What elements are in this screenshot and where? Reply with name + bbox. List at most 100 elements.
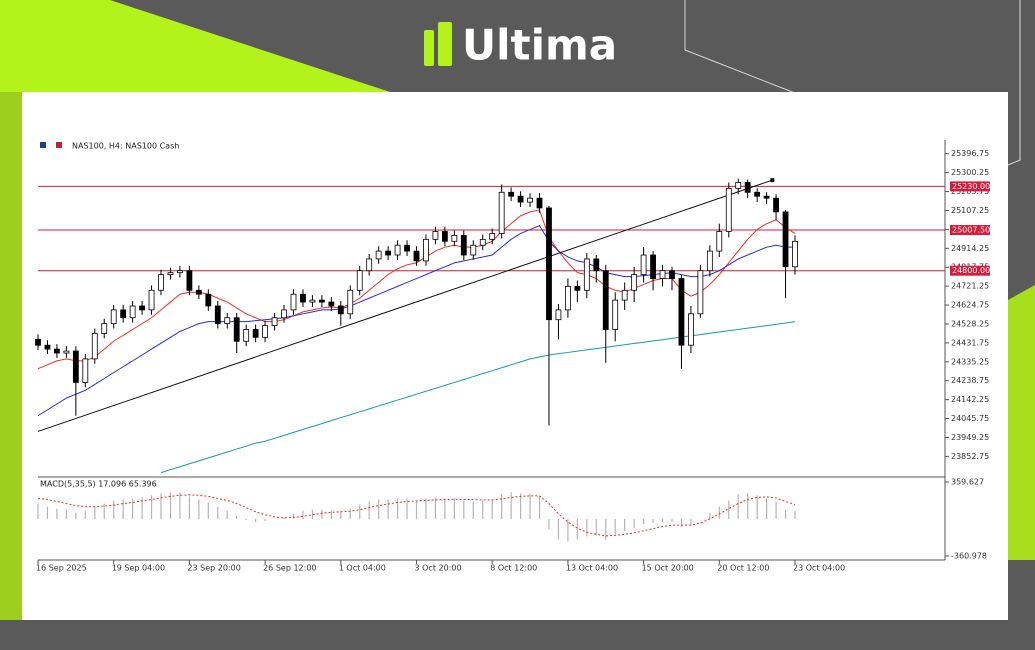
candle bbox=[72, 346, 79, 416]
candle bbox=[716, 223, 723, 257]
candle-body bbox=[91, 333, 98, 360]
macd-bar bbox=[510, 492, 512, 519]
candle bbox=[602, 264, 609, 363]
macd-bar bbox=[482, 500, 484, 519]
candle bbox=[167, 267, 174, 280]
candle-body bbox=[214, 305, 221, 325]
macd-bar bbox=[387, 499, 389, 519]
decor-line bbox=[1007, 0, 1021, 166]
candle bbox=[290, 289, 297, 315]
candle-body bbox=[177, 270, 183, 274]
macd-bar bbox=[349, 508, 351, 519]
candle bbox=[432, 226, 439, 245]
macd-bar bbox=[538, 496, 541, 519]
candle bbox=[451, 230, 458, 247]
candle bbox=[195, 285, 202, 300]
candle-body bbox=[347, 289, 354, 315]
macd-bar bbox=[472, 501, 474, 519]
candle-body bbox=[309, 299, 316, 303]
candle bbox=[792, 235, 798, 275]
candle-body bbox=[167, 272, 174, 276]
candle-body bbox=[375, 250, 382, 260]
macd-bar bbox=[141, 497, 143, 519]
macd-bar bbox=[519, 493, 522, 519]
candle-body bbox=[631, 274, 638, 291]
accent-shape bbox=[0, 0, 390, 92]
candle bbox=[366, 254, 373, 276]
x-tick-label: 8 Oct 12:00 bbox=[490, 564, 537, 573]
trendline-handle bbox=[770, 178, 775, 183]
y-tick-label: 25203.75 bbox=[951, 187, 989, 196]
y-tick-label: 25396.75 bbox=[951, 149, 989, 158]
candle-body bbox=[139, 305, 145, 311]
candle bbox=[678, 274, 685, 369]
candle bbox=[593, 255, 600, 283]
macd-label: MACD(5,35,5) 17.096 65.396 bbox=[40, 480, 157, 489]
candle-body bbox=[574, 285, 581, 291]
candle bbox=[224, 312, 231, 329]
macd-bar bbox=[113, 500, 115, 519]
y-tick-label: 23949.25 bbox=[951, 433, 989, 442]
candle-body bbox=[110, 309, 117, 325]
macd-bar bbox=[226, 510, 228, 519]
candle-body bbox=[158, 274, 164, 291]
candle bbox=[413, 246, 420, 266]
candle-body bbox=[44, 344, 51, 350]
y-tick-label: 24238.75 bbox=[951, 376, 989, 385]
candle bbox=[309, 295, 316, 307]
macd-bar bbox=[491, 499, 493, 519]
symbol-icon bbox=[56, 142, 62, 148]
candle-body bbox=[262, 325, 269, 338]
candle bbox=[205, 289, 212, 311]
candle bbox=[782, 209, 789, 299]
candle bbox=[659, 264, 666, 287]
trendline bbox=[37, 179, 773, 432]
candle bbox=[120, 305, 127, 323]
y-tick-label: 24045.75 bbox=[951, 414, 989, 423]
candle bbox=[63, 346, 70, 358]
candle-body bbox=[423, 238, 429, 262]
candle-body bbox=[404, 244, 410, 252]
candle bbox=[423, 234, 429, 266]
candle-body bbox=[195, 289, 202, 295]
y-tick-label: 24914.25 bbox=[951, 244, 989, 253]
candle bbox=[139, 301, 145, 315]
macd-bar bbox=[169, 492, 172, 519]
candle bbox=[536, 193, 543, 213]
level-tag bbox=[950, 265, 990, 276]
candle-body bbox=[441, 231, 448, 242]
candle-body bbox=[744, 182, 751, 193]
macd-signal bbox=[37, 494, 796, 537]
candle-body bbox=[271, 317, 278, 326]
candle bbox=[498, 184, 505, 239]
macd-bar bbox=[330, 510, 332, 519]
macd-bar bbox=[396, 498, 399, 519]
candle bbox=[688, 305, 694, 354]
candle-body bbox=[233, 317, 240, 342]
candle-body bbox=[252, 329, 259, 338]
x-tick-label: 13 Oct 04:00 bbox=[566, 564, 618, 573]
macd-bar bbox=[728, 500, 730, 519]
macd-bar bbox=[794, 510, 796, 519]
macd-bar bbox=[132, 498, 134, 519]
candle bbox=[640, 247, 647, 283]
candle-body bbox=[129, 305, 136, 319]
level-label: 24800.00 bbox=[952, 266, 990, 275]
candle bbox=[527, 193, 533, 207]
candle-body bbox=[120, 309, 127, 319]
macd-bar bbox=[756, 495, 758, 519]
macd-bar bbox=[311, 509, 314, 519]
macd-bar bbox=[292, 513, 295, 519]
candle bbox=[271, 312, 278, 331]
candle-body bbox=[460, 235, 467, 256]
candle-body bbox=[583, 258, 590, 291]
macd-bar bbox=[264, 518, 266, 521]
candle bbox=[621, 282, 628, 310]
candle-body bbox=[508, 191, 515, 197]
x-tick-label: 19 Sep 04:00 bbox=[112, 564, 165, 573]
macd-bar bbox=[37, 503, 39, 519]
candle-body bbox=[318, 299, 325, 303]
macd-bar bbox=[359, 504, 361, 519]
macd-bar bbox=[605, 518, 607, 540]
